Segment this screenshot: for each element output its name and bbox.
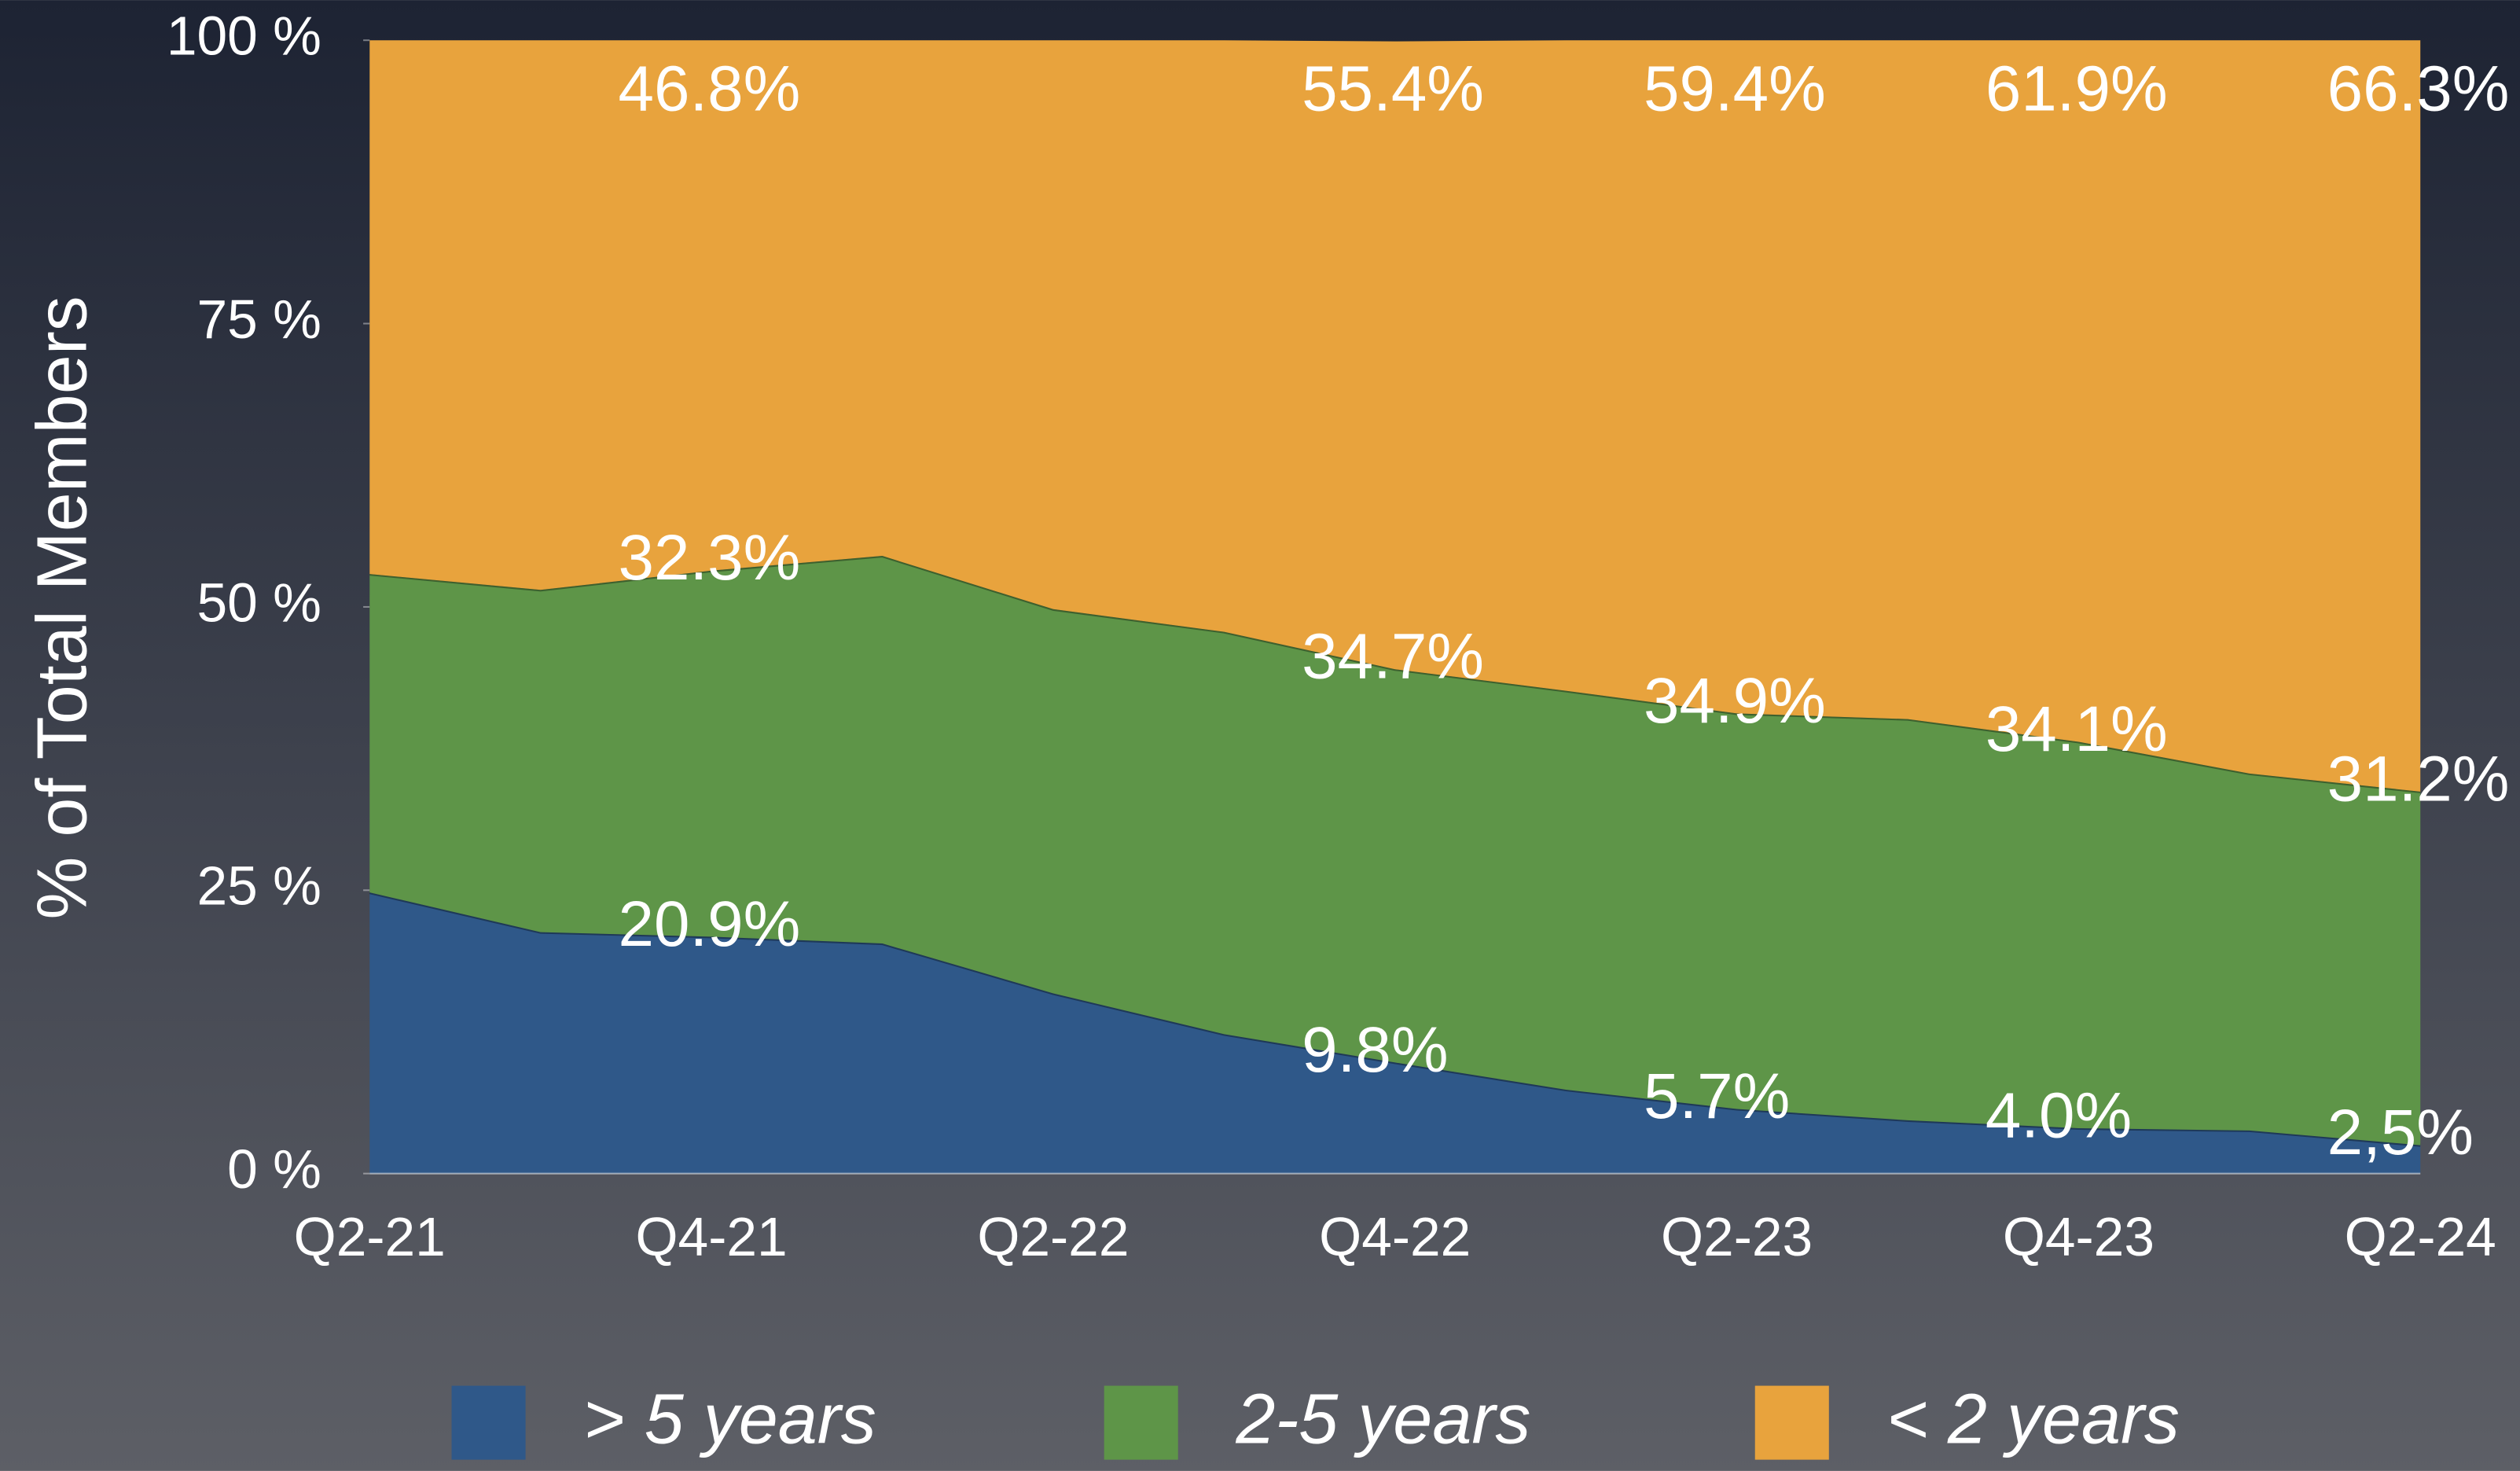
data-label: 34.1%: [1986, 693, 2168, 765]
data-label: 9.8%: [1302, 1014, 1448, 1086]
x-tick-label: Q4-22: [1319, 1206, 1471, 1267]
legend-swatch: [1104, 1385, 1178, 1460]
data-label: 20.9%: [619, 888, 801, 960]
y-tick-label: 75 %: [197, 289, 321, 350]
x-tick-label: Q4-21: [636, 1206, 788, 1267]
legend-label: < 2 years: [1886, 1380, 2180, 1458]
area: [369, 40, 2421, 792]
y-tick-label: 50 %: [197, 572, 321, 633]
y-tick-label: 25 %: [197, 855, 321, 917]
legend-swatch: [1754, 1385, 1829, 1460]
data-label: 59.4%: [1644, 53, 1826, 124]
area: [369, 892, 2421, 1174]
y-tick-label: 100 %: [167, 6, 321, 67]
data-label: 34.7%: [1302, 621, 1484, 693]
data-label: 32.3%: [619, 522, 801, 594]
legend-label: > 5 years: [583, 1380, 876, 1458]
data-label: 55.4%: [1302, 53, 1484, 124]
y-tick-label: 0 %: [227, 1138, 321, 1200]
area: [369, 556, 2421, 1146]
data-label: 4.0%: [1986, 1079, 2132, 1151]
x-tick-label: Q4-23: [2003, 1206, 2154, 1267]
data-label: 61.9%: [1986, 53, 2168, 124]
data-label: 31.2%: [2327, 743, 2510, 815]
x-tick-label: Q2-22: [977, 1206, 1129, 1267]
y-axis-title: % of Total Members: [24, 296, 102, 919]
data-label: 66.3%: [2327, 53, 2510, 124]
data-label: 2,5%: [2327, 1097, 2474, 1168]
x-tick-label: Q2-24: [2345, 1206, 2496, 1267]
x-tick-label: Q2-23: [1661, 1206, 1813, 1267]
legend-label: 2-5 years: [1235, 1380, 1530, 1458]
x-tick-label: Q2-21: [294, 1206, 446, 1267]
legend-swatch: [451, 1385, 526, 1460]
data-label: 5.7%: [1644, 1061, 1790, 1132]
data-label: 46.8%: [619, 53, 801, 124]
data-label: 34.9%: [1644, 665, 1826, 737]
